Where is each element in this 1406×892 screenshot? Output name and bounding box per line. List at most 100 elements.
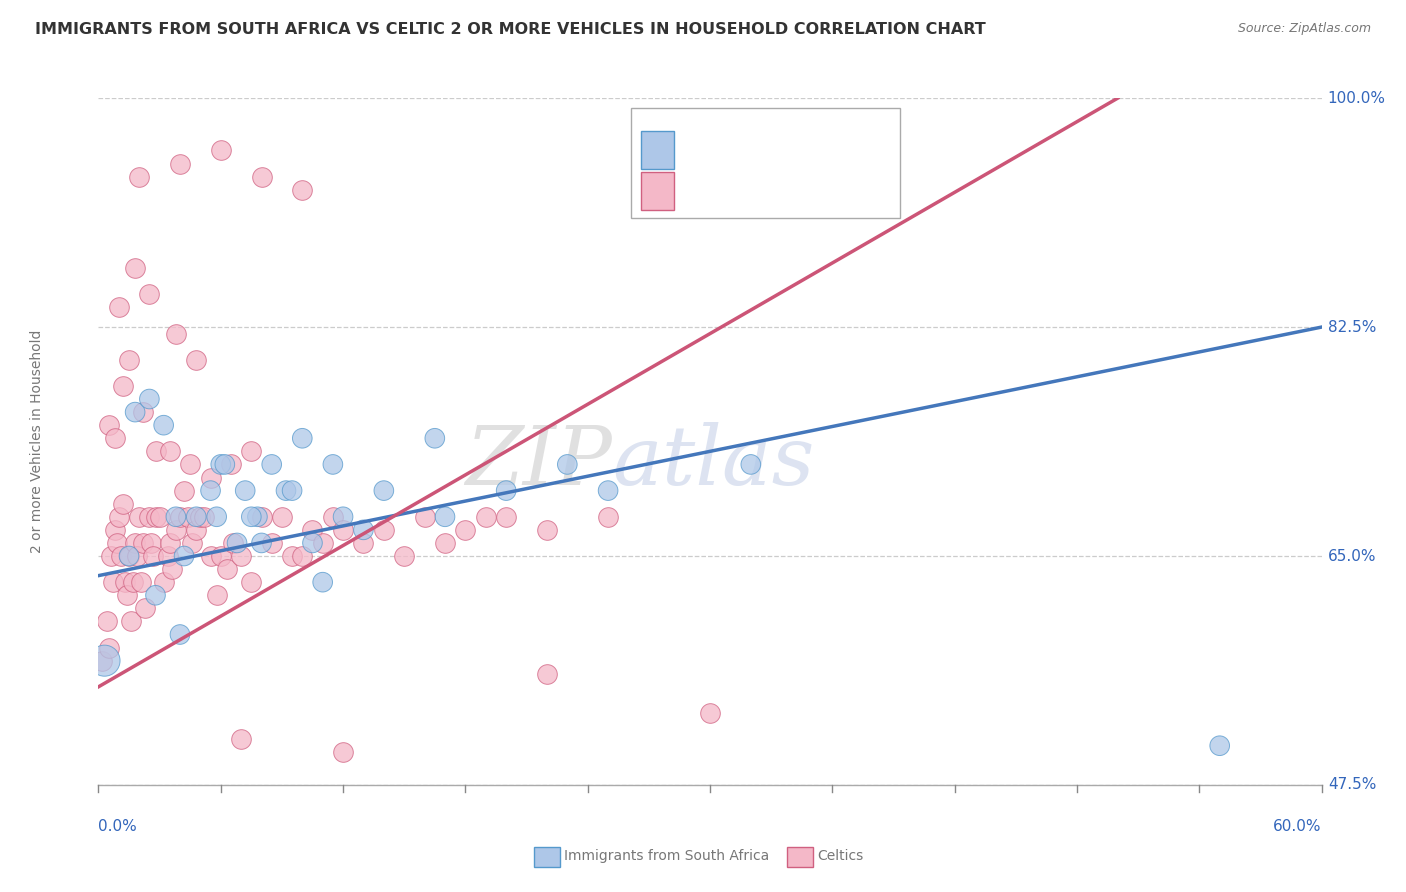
Text: 2 or more Vehicles in Household: 2 or more Vehicles in Household xyxy=(31,330,44,553)
Point xyxy=(495,483,517,498)
Point xyxy=(226,536,249,550)
Point xyxy=(536,523,558,537)
Point xyxy=(145,509,167,524)
Point xyxy=(120,615,142,629)
Point xyxy=(141,536,163,550)
Point xyxy=(124,536,146,550)
Point xyxy=(118,352,141,367)
Point xyxy=(97,640,120,655)
Point xyxy=(301,523,323,537)
Point xyxy=(134,601,156,615)
Point xyxy=(1208,739,1232,753)
Point xyxy=(165,326,187,341)
Point xyxy=(495,509,517,524)
Text: 65.0%: 65.0% xyxy=(1327,549,1376,564)
Point xyxy=(200,549,222,563)
Point xyxy=(209,458,232,472)
Text: 0.0%: 0.0% xyxy=(98,819,138,834)
Point xyxy=(188,509,212,524)
Point xyxy=(205,588,228,602)
Point xyxy=(145,444,167,458)
Point xyxy=(215,562,238,576)
Point xyxy=(108,509,131,524)
Point xyxy=(110,549,132,563)
Point xyxy=(301,536,323,550)
Point xyxy=(231,549,253,563)
Point xyxy=(281,549,304,563)
Point xyxy=(128,509,150,524)
Point xyxy=(281,483,304,498)
Point xyxy=(179,458,201,472)
Point xyxy=(97,418,120,433)
Point xyxy=(138,287,160,301)
Point xyxy=(352,536,374,550)
Point xyxy=(373,483,395,498)
Point xyxy=(169,509,191,524)
Point xyxy=(114,575,136,590)
Point xyxy=(101,575,124,590)
Point xyxy=(152,575,174,590)
Point xyxy=(209,549,232,563)
Point xyxy=(214,458,236,472)
Point xyxy=(291,549,314,563)
Point xyxy=(100,549,122,563)
Point xyxy=(152,418,174,433)
Point xyxy=(555,458,579,472)
Point xyxy=(250,509,273,524)
Point xyxy=(173,483,195,498)
Point xyxy=(200,470,222,484)
Point xyxy=(392,549,416,563)
Point xyxy=(122,575,145,590)
Point xyxy=(291,431,314,445)
Point xyxy=(104,523,127,537)
Point xyxy=(373,523,395,537)
Point xyxy=(699,706,721,720)
Point xyxy=(124,261,146,276)
Point xyxy=(111,379,134,393)
Point xyxy=(596,483,619,498)
Point xyxy=(138,509,160,524)
Point xyxy=(173,549,195,563)
Point xyxy=(200,483,222,498)
Point xyxy=(149,509,172,524)
Point xyxy=(193,509,215,524)
Point xyxy=(186,509,208,524)
Point xyxy=(433,536,456,550)
Point xyxy=(312,536,335,550)
Point xyxy=(332,509,354,524)
Point xyxy=(165,509,187,524)
Point xyxy=(274,483,297,498)
Point xyxy=(186,523,208,537)
Point xyxy=(240,444,263,458)
Point xyxy=(96,615,118,629)
Point xyxy=(205,509,228,524)
Point xyxy=(124,405,146,419)
Point xyxy=(169,627,191,641)
Point xyxy=(596,509,619,524)
Point xyxy=(156,549,179,563)
Text: Celtics: Celtics xyxy=(817,849,863,863)
Point xyxy=(433,509,456,524)
Point xyxy=(118,549,141,563)
Point xyxy=(270,509,294,524)
Point xyxy=(159,536,181,550)
Point xyxy=(145,588,167,602)
Point xyxy=(322,458,344,472)
Text: 82.5%: 82.5% xyxy=(1327,319,1376,334)
Point xyxy=(240,509,263,524)
Point xyxy=(132,405,155,419)
Point xyxy=(246,509,269,524)
Point xyxy=(169,156,191,170)
Point xyxy=(312,575,335,590)
Text: R = 0.152   N = 36: R = 0.152 N = 36 xyxy=(681,141,838,159)
Text: IMMIGRANTS FROM SOUTH AFRICA VS CELTIC 2 OR MORE VEHICLES IN HOUSEHOLD CORRELATI: IMMIGRANTS FROM SOUTH AFRICA VS CELTIC 2… xyxy=(35,22,986,37)
Text: atlas: atlas xyxy=(612,422,814,502)
Point xyxy=(177,509,200,524)
Point xyxy=(413,509,436,524)
Point xyxy=(454,523,477,537)
Point xyxy=(128,169,150,184)
Point xyxy=(474,509,498,524)
Point xyxy=(233,483,256,498)
Point xyxy=(209,144,232,158)
Point xyxy=(250,536,273,550)
